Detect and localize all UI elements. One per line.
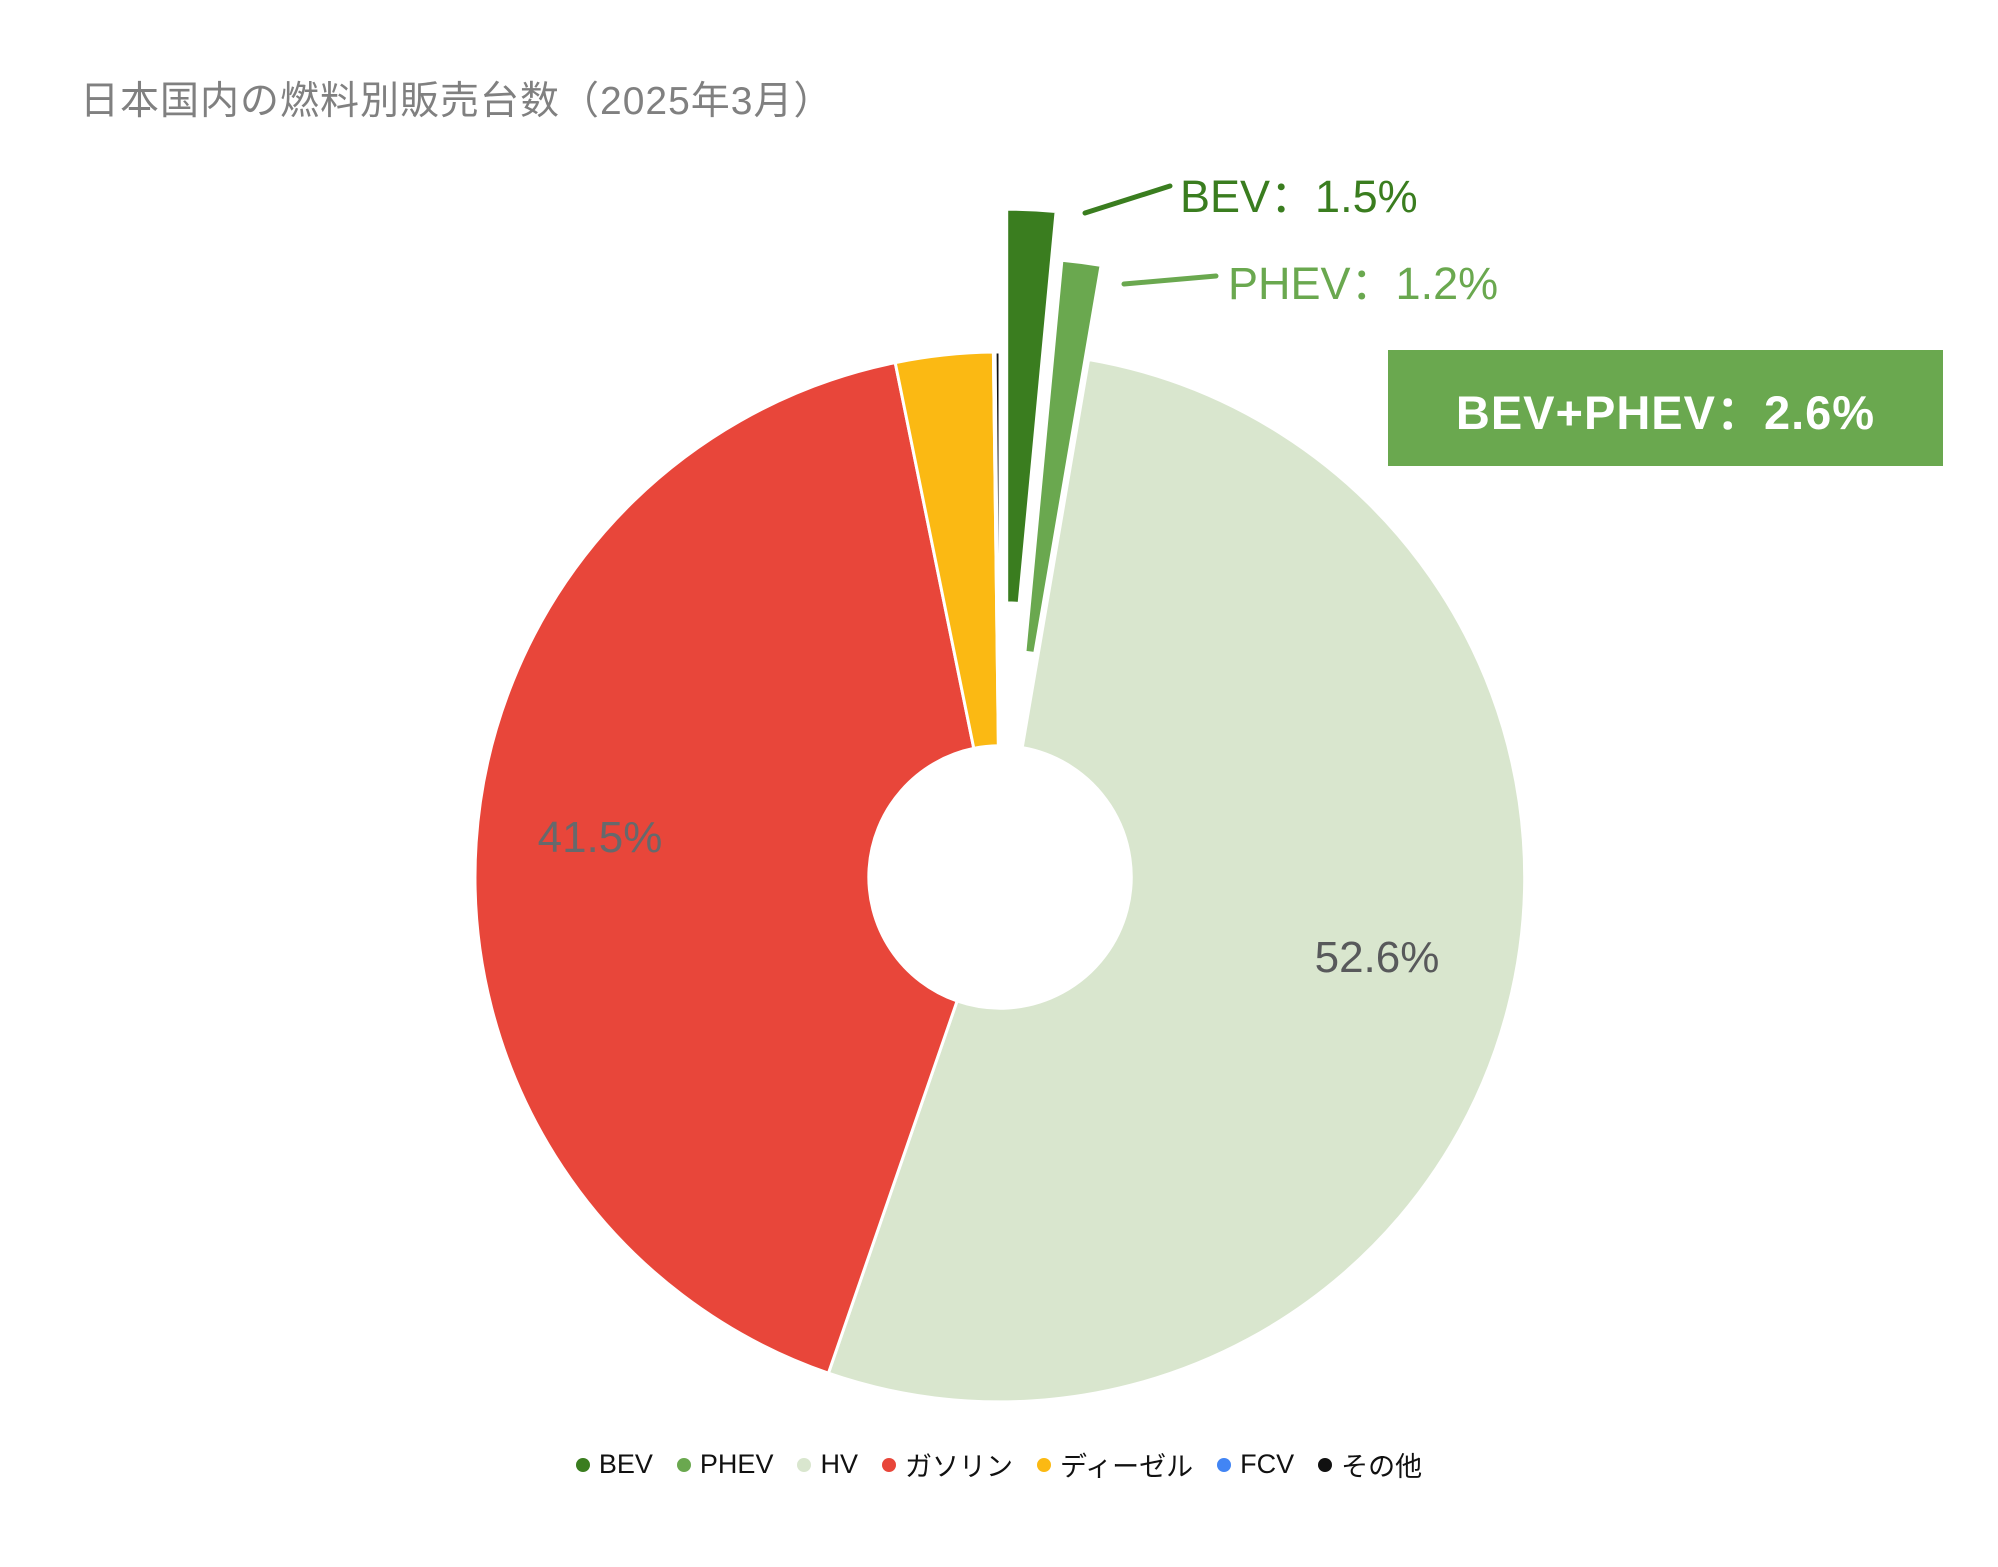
hv-percent-label: 52.6% bbox=[1314, 933, 1440, 982]
legend-dot-FCV bbox=[1217, 1457, 1232, 1472]
pie-slice-PHEV bbox=[1023, 258, 1103, 655]
legend-label-HV: HV bbox=[820, 1449, 858, 1479]
legend-label-BEV: BEV bbox=[598, 1449, 653, 1479]
pie-slice-ガソリン bbox=[473, 361, 976, 1375]
legend-dot-PHEV bbox=[676, 1457, 691, 1472]
bev-callout-label: BEV：1.5% bbox=[1180, 171, 1418, 222]
legend-item-FCV: FCV bbox=[1217, 1449, 1294, 1480]
legend-label-ディーゼル: ディーゼル bbox=[1059, 1452, 1194, 1482]
legend-label-その他: その他 bbox=[1341, 1452, 1423, 1482]
legend-dot-ガソリン bbox=[881, 1457, 896, 1472]
legend-item-ガソリン: ガソリン bbox=[881, 1445, 1013, 1484]
pie-slices bbox=[473, 207, 1527, 1404]
legend-dot-その他 bbox=[1318, 1457, 1333, 1472]
phev-leader-line bbox=[1121, 273, 1219, 287]
chart-title: 日本国内の燃料別販売台数（2025年3月） bbox=[80, 80, 834, 123]
chart-legend: BEV PHEV HV ガソリン ディーゼル FCV その他 bbox=[0, 1445, 1998, 1484]
legend-label-FCV: FCV bbox=[1240, 1449, 1295, 1479]
legend-label-PHEV: PHEV bbox=[699, 1449, 774, 1479]
legend-dot-BEV bbox=[575, 1457, 590, 1472]
pie-slice-BEV bbox=[1005, 207, 1058, 605]
legend-dot-ディーゼル bbox=[1036, 1457, 1051, 1472]
legend-item-その他: その他 bbox=[1318, 1445, 1422, 1484]
bev-leader-line bbox=[1082, 183, 1173, 216]
gasoline-percent-label: 41.5% bbox=[537, 813, 663, 862]
pie-slice-その他 bbox=[993, 350, 1002, 748]
legend-item-PHEV: PHEV bbox=[676, 1449, 774, 1480]
legend-item-ディーゼル: ディーゼル bbox=[1036, 1445, 1194, 1484]
legend-dot-HV bbox=[797, 1457, 812, 1472]
legend-item-BEV: BEV bbox=[575, 1449, 653, 1480]
pie-slice-HV bbox=[826, 358, 1527, 1404]
legend-label-ガソリン: ガソリン bbox=[904, 1452, 1013, 1482]
legend-item-HV: HV bbox=[797, 1449, 858, 1480]
phev-callout-label: PHEV：1.2% bbox=[1228, 258, 1499, 309]
bev-phev-combined-badge: BEV+PHEV：2.6% bbox=[1388, 350, 1943, 466]
